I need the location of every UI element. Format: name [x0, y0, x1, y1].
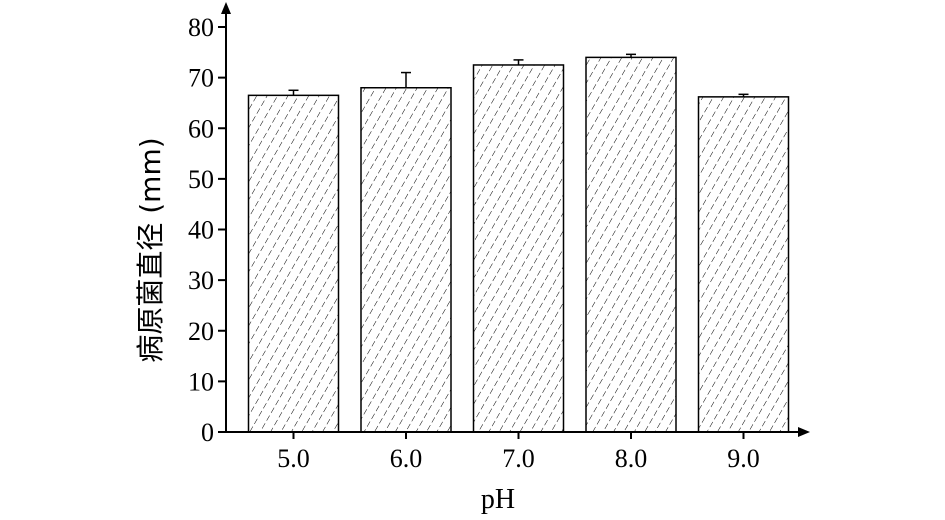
x-tick-label: 8.0 — [615, 444, 648, 473]
y-tick-label: 70 — [188, 64, 214, 93]
bar-8.0 — [585, 56, 677, 433]
x-tick-label: 5.0 — [277, 444, 310, 473]
bar-6.0 — [360, 87, 452, 433]
y-tick-label: 40 — [188, 216, 214, 245]
error-bars-group — [288, 53, 749, 97]
y-tick-label: 50 — [188, 165, 214, 194]
bars-group — [247, 56, 790, 433]
y-tick-label: 80 — [188, 13, 214, 42]
x-tick-label: 6.0 — [390, 444, 423, 473]
y-ticks-group: 0 10 20 30 40 50 60 70 80 — [188, 13, 226, 447]
bar-5.0 — [247, 94, 340, 433]
bar-9.0 — [697, 96, 790, 433]
x-tick-label: 9.0 — [727, 444, 760, 473]
x-axis-arrow-icon — [798, 427, 810, 437]
y-axis-arrow-icon — [221, 2, 231, 14]
x-ticks-group: 5.0 6.0 7.0 8.0 9.0 — [277, 432, 760, 473]
y-tick-label: 10 — [188, 367, 214, 396]
y-tick-label: 30 — [188, 266, 214, 295]
bar-7.0 — [472, 64, 565, 433]
y-axis-title: 病原菌直径 (mm) — [134, 137, 167, 362]
y-tick-label: 0 — [201, 418, 214, 447]
x-tick-label: 7.0 — [502, 444, 535, 473]
x-axis-title: pH — [481, 484, 515, 515]
y-tick-label: 60 — [188, 114, 214, 143]
y-tick-label: 20 — [188, 317, 214, 346]
